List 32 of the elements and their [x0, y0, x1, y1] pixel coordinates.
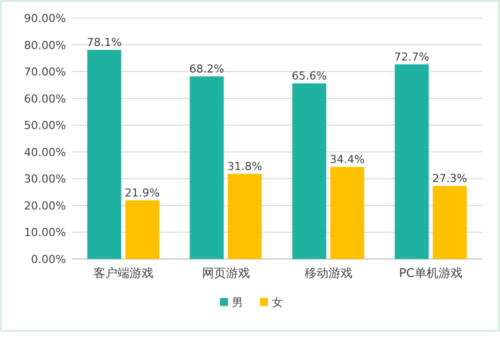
y-tick-label: 10.00% [24, 226, 66, 240]
data-label: 21.9% [124, 186, 160, 200]
y-tick-label: 90.00% [24, 12, 66, 25]
y-tick-label: 50.00% [24, 119, 66, 132]
data-label: 65.6% [292, 69, 327, 82]
x-tick-label: PC单机游戏 [398, 266, 463, 280]
legend-label: 女 [272, 296, 283, 309]
bar [190, 76, 224, 259]
bar [228, 174, 262, 259]
y-tick-label: 60.00% [24, 92, 66, 106]
data-label: 27.3% [432, 172, 468, 185]
y-tick-label: 80.00% [24, 38, 66, 52]
bar [330, 166, 364, 259]
bar [432, 186, 467, 259]
data-label: 34.4% [330, 152, 365, 166]
data-label: 78.1% [86, 36, 122, 49]
x-tick-label: 网页游戏 [202, 266, 250, 280]
bar [125, 200, 160, 259]
x-tick-label: 移动游戏 [304, 266, 352, 280]
data-label: 72.7% [394, 50, 430, 64]
bar [394, 64, 429, 259]
bar [292, 83, 326, 259]
y-tick-label: 20.00% [24, 199, 66, 212]
y-tick-label: 30.00% [24, 172, 66, 186]
legend-label: 男 [232, 296, 243, 309]
bar [87, 50, 122, 259]
data-label: 68.2% [189, 62, 224, 76]
x-tick-label: 客户端游戏 [93, 266, 154, 280]
data-label: 31.8% [227, 160, 262, 173]
y-tick-label: 70.00% [24, 66, 66, 79]
y-tick-label: 0.00% [31, 253, 66, 266]
y-tick-label: 40.00% [24, 146, 66, 159]
